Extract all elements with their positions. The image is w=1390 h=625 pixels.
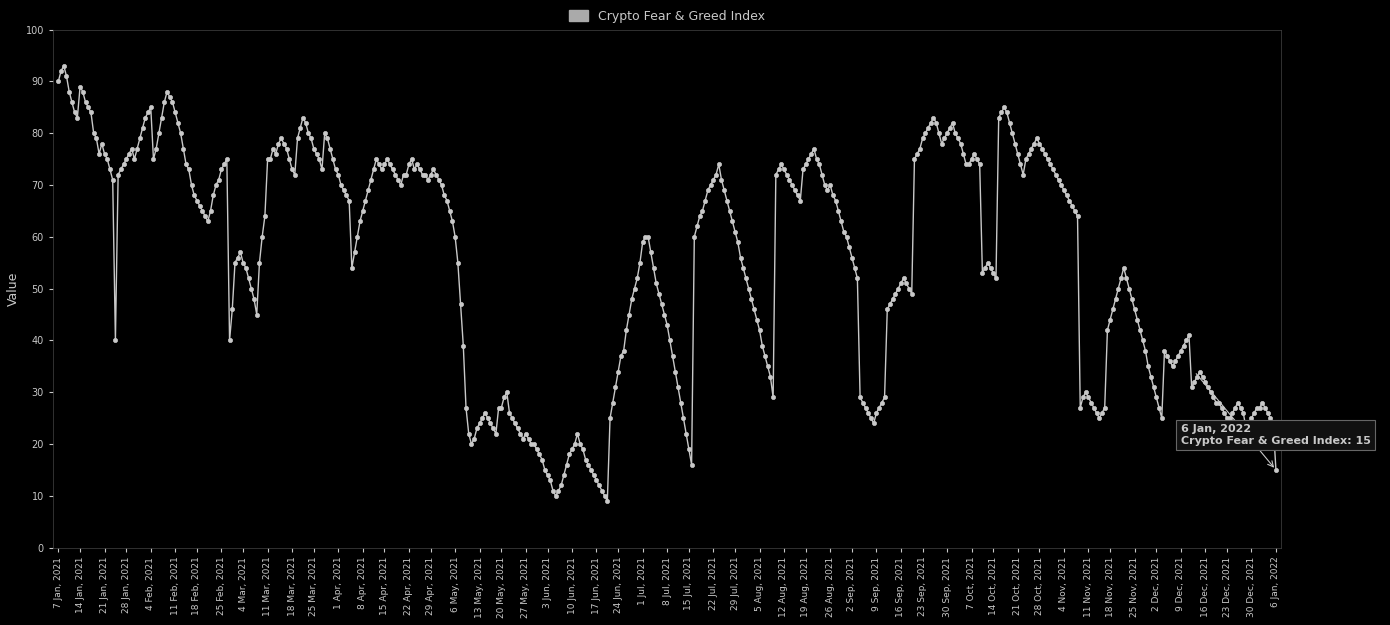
Legend: Crypto Fear & Greed Index: Crypto Fear & Greed Index [564,5,770,28]
Text: 6 Jan, 2022
Crypto Fear & Greed Index: 15: 6 Jan, 2022 Crypto Fear & Greed Index: 1… [1180,424,1371,446]
Y-axis label: Value: Value [7,271,19,306]
